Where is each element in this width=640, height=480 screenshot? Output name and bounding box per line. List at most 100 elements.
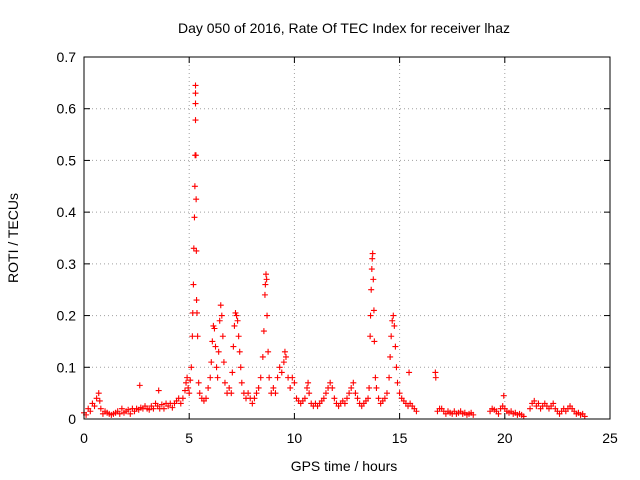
y-tick-label: 0.4 xyxy=(57,204,77,220)
x-tick-label: 25 xyxy=(602,430,618,446)
data-point xyxy=(365,395,372,402)
x-tick-label: 0 xyxy=(80,430,88,446)
y-tick-label: 0.7 xyxy=(57,49,77,65)
grid-lines xyxy=(84,57,610,419)
data-point xyxy=(371,338,378,345)
data-point xyxy=(194,333,201,340)
data-point xyxy=(116,410,123,417)
data-point xyxy=(375,395,382,402)
data-point xyxy=(280,359,287,366)
data-point xyxy=(393,364,400,371)
data-point xyxy=(369,255,376,262)
data-point xyxy=(520,413,527,420)
data-point xyxy=(190,281,197,288)
x-tick-labels: 0 5 10 15 20 25 xyxy=(80,430,618,446)
data-point xyxy=(218,312,225,319)
data-point xyxy=(350,379,357,386)
data-point xyxy=(381,395,388,402)
data-point xyxy=(348,384,355,391)
data-point xyxy=(263,276,270,283)
data-point xyxy=(394,379,401,386)
data-point xyxy=(192,152,199,159)
data-point xyxy=(282,353,289,360)
data-point xyxy=(304,384,311,391)
data-point xyxy=(470,411,477,418)
data-point xyxy=(327,379,334,386)
data-point xyxy=(261,291,268,298)
data-point xyxy=(212,343,219,350)
data-point xyxy=(196,390,203,397)
data-point xyxy=(228,390,235,397)
data-point xyxy=(305,379,312,386)
data-point xyxy=(370,307,377,314)
data-point xyxy=(265,348,272,355)
data-point xyxy=(238,379,245,386)
data-point xyxy=(191,183,198,190)
data-point xyxy=(262,271,269,278)
plot-frame xyxy=(83,56,611,420)
data-point xyxy=(413,408,420,415)
data-point xyxy=(287,384,294,391)
data-point xyxy=(229,369,236,376)
data-point xyxy=(215,348,222,355)
data-point xyxy=(193,196,200,203)
data-point xyxy=(373,384,380,391)
data-point xyxy=(260,328,267,335)
data-point xyxy=(195,379,202,386)
data-point xyxy=(392,343,399,350)
data-point xyxy=(341,400,348,407)
data-point xyxy=(251,395,258,402)
data-point xyxy=(230,343,237,350)
data-point xyxy=(221,379,228,386)
data-point xyxy=(95,390,102,397)
data-point xyxy=(372,374,379,381)
data-point xyxy=(581,413,588,420)
data-point xyxy=(127,410,134,417)
data-point xyxy=(235,333,242,340)
data-point xyxy=(320,395,327,402)
data-point xyxy=(329,384,336,391)
data-point xyxy=(301,395,308,402)
data-point xyxy=(266,374,273,381)
data-point xyxy=(274,374,281,381)
data-point xyxy=(214,374,221,381)
data-point xyxy=(396,390,403,397)
data-point xyxy=(192,82,199,89)
data-point xyxy=(331,395,338,402)
x-tick-label: 5 xyxy=(185,430,193,446)
chart-title: Day 050 of 2016, Rate Of TEC Index for r… xyxy=(178,20,510,36)
data-point xyxy=(406,369,413,376)
data-point xyxy=(237,364,244,371)
data-points xyxy=(81,82,588,420)
data-point xyxy=(255,384,262,391)
data-point xyxy=(125,406,132,413)
data-point xyxy=(354,395,361,402)
data-point xyxy=(346,390,353,397)
data-point xyxy=(368,286,375,293)
data-point xyxy=(155,387,162,394)
data-point xyxy=(93,395,100,402)
data-point xyxy=(213,364,220,371)
data-point xyxy=(181,387,188,394)
x-axis-label: GPS time / hours xyxy=(291,458,398,474)
data-point xyxy=(184,374,191,381)
data-point xyxy=(183,379,190,386)
data-point xyxy=(193,297,200,304)
data-point xyxy=(366,384,373,391)
data-point xyxy=(370,276,377,283)
data-point xyxy=(216,317,223,324)
data-point xyxy=(232,309,239,316)
data-point xyxy=(186,390,193,397)
data-point xyxy=(226,384,233,391)
data-point xyxy=(179,395,186,402)
data-point xyxy=(193,247,200,254)
data-point xyxy=(236,348,243,355)
data-point xyxy=(91,403,98,410)
data-point xyxy=(146,406,153,413)
data-point xyxy=(322,390,329,397)
data-point xyxy=(352,390,359,397)
y-tick-label: 0.1 xyxy=(57,359,77,375)
y-tick-labels: 0 0.1 0.2 0.3 0.4 0.5 0.6 0.7 xyxy=(57,49,77,427)
y-tick-label: 0.5 xyxy=(57,152,77,168)
y-axis-label: ROTI / TECUs xyxy=(5,193,21,283)
